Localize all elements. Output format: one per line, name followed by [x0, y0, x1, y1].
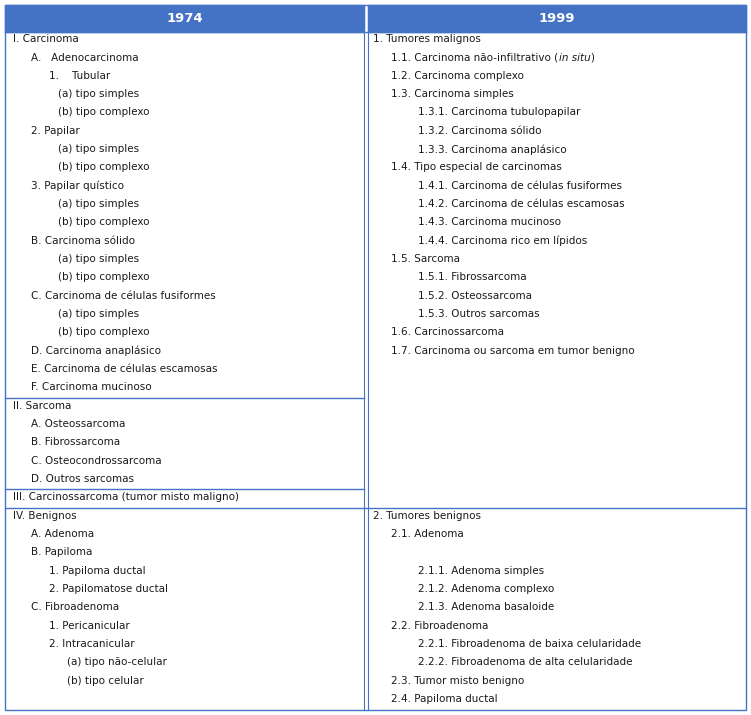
Text: (a) tipo simples: (a) tipo simples [58, 309, 139, 319]
Text: I. Carcinoma: I. Carcinoma [13, 34, 79, 44]
Text: 2.1. Adenoma: 2.1. Adenoma [391, 529, 464, 539]
Text: A.   Adenocarcinoma: A. Adenocarcinoma [31, 52, 139, 62]
Text: E. Carcinoma de células escamosas: E. Carcinoma de células escamosas [31, 364, 218, 374]
Text: IV. Benignos: IV. Benignos [13, 511, 77, 521]
Bar [369, 5, 746, 32]
Text: C. Carcinoma de células fusiformes: C. Carcinoma de células fusiformes [31, 291, 216, 301]
Text: 2. Tumores benignos: 2. Tumores benignos [373, 511, 481, 521]
Text: 1.3.1. Carcinoma tubulopapilar: 1.3.1. Carcinoma tubulopapilar [418, 107, 581, 117]
Text: 2. Papilomatose ductal: 2. Papilomatose ductal [49, 584, 168, 594]
Text: 3. Papilar quístico: 3. Papilar quístico [31, 181, 124, 192]
Text: 1.5.2. Osteossarcoma: 1.5.2. Osteossarcoma [418, 291, 532, 301]
Text: 1.7. Carcinoma ou sarcoma em tumor benigno: 1.7. Carcinoma ou sarcoma em tumor benig… [391, 346, 635, 355]
Text: A. Adenoma: A. Adenoma [31, 529, 94, 539]
Text: in situ: in situ [559, 52, 590, 62]
Text: (b) tipo complexo: (b) tipo complexo [58, 107, 149, 117]
Text: 1. Papiloma ductal: 1. Papiloma ductal [49, 566, 146, 576]
Text: 1.3.2. Carcinoma sólido: 1.3.2. Carcinoma sólido [418, 126, 542, 136]
Text: 1974: 1974 [167, 12, 203, 25]
Text: B. Carcinoma sólido: B. Carcinoma sólido [31, 236, 135, 246]
Text: 1.2. Carcinoma complexo: 1.2. Carcinoma complexo [391, 71, 524, 81]
Text: C. Osteocondrossarcoma: C. Osteocondrossarcoma [31, 455, 161, 465]
Text: 2. Papilar: 2. Papilar [31, 126, 80, 136]
Text: (a) tipo simples: (a) tipo simples [58, 89, 139, 99]
Text: 1.3.3. Carcinoma anaplásico: 1.3.3. Carcinoma anaplásico [418, 144, 567, 154]
Text: 2.1.3. Adenoma basaloide: 2.1.3. Adenoma basaloide [418, 602, 555, 612]
Text: 2.2.1. Fibroadenoma de baixa celularidade: 2.2.1. Fibroadenoma de baixa celularidad… [418, 639, 641, 649]
Text: 1.4.4. Carcinoma rico em lípidos: 1.4.4. Carcinoma rico em lípidos [418, 236, 587, 246]
Text: 1.4.1. Carcinoma de células fusiformes: 1.4.1. Carcinoma de células fusiformes [418, 181, 623, 191]
Text: F. Carcinoma mucinoso: F. Carcinoma mucinoso [31, 383, 152, 393]
Text: 1999: 1999 [539, 12, 575, 25]
Text: 2.1.1. Adenoma simples: 2.1.1. Adenoma simples [418, 566, 544, 576]
Text: (b) tipo complexo: (b) tipo complexo [58, 217, 149, 227]
Text: 1.5.3. Outros sarcomas: 1.5.3. Outros sarcomas [418, 309, 540, 319]
Text: 2.2.2. Fibroadenoma de alta celularidade: 2.2.2. Fibroadenoma de alta celularidade [418, 657, 633, 667]
Text: D. Outros sarcomas: D. Outros sarcomas [31, 474, 134, 484]
Text: B. Fibrossarcoma: B. Fibrossarcoma [31, 438, 120, 448]
Text: B. Papiloma: B. Papiloma [31, 547, 92, 557]
Text: 1.4. Tipo especial de carcinomas: 1.4. Tipo especial de carcinomas [391, 162, 562, 172]
Text: 1.4.3. Carcinoma mucinoso: 1.4.3. Carcinoma mucinoso [418, 217, 562, 227]
Text: II. Sarcoma: II. Sarcoma [13, 400, 71, 410]
Text: 1.3. Carcinoma simples: 1.3. Carcinoma simples [391, 89, 514, 99]
Text: ): ) [590, 52, 594, 62]
Text: C. Fibroadenoma: C. Fibroadenoma [31, 602, 119, 612]
Text: A. Osteossarcoma: A. Osteossarcoma [31, 419, 125, 429]
Text: D. Carcinoma anaplásico: D. Carcinoma anaplásico [31, 346, 161, 356]
Text: (b) tipo complexo: (b) tipo complexo [58, 272, 149, 282]
Text: 1.5.1. Fibrossarcoma: 1.5.1. Fibrossarcoma [418, 272, 527, 282]
Text: 1.4.2. Carcinoma de células escamosas: 1.4.2. Carcinoma de células escamosas [418, 199, 625, 209]
Text: 1. Tumores malignos: 1. Tumores malignos [373, 34, 481, 44]
Text: 1.    Tubular: 1. Tubular [49, 71, 110, 81]
Text: (b) tipo celular: (b) tipo celular [67, 676, 143, 686]
Text: III. Carcinossarcoma (tumor misto maligno): III. Carcinossarcoma (tumor misto malign… [13, 493, 239, 503]
Text: 1.5. Sarcoma: 1.5. Sarcoma [391, 254, 460, 264]
Text: 2. Intracanicular: 2. Intracanicular [49, 639, 134, 649]
Text: (a) tipo simples: (a) tipo simples [58, 144, 139, 154]
Text: 1.6. Carcinossarcoma: 1.6. Carcinossarcoma [391, 327, 505, 337]
Text: 1.1. Carcinoma não-infiltrativo (: 1.1. Carcinoma não-infiltrativo ( [391, 52, 559, 62]
Text: (a) tipo simples: (a) tipo simples [58, 254, 139, 264]
Text: 1. Pericanicular: 1. Pericanicular [49, 621, 130, 631]
Bar [5, 5, 364, 32]
Text: (b) tipo complexo: (b) tipo complexo [58, 162, 149, 172]
Text: 2.2. Fibroadenoma: 2.2. Fibroadenoma [391, 621, 489, 631]
Text: 2.1.2. Adenoma complexo: 2.1.2. Adenoma complexo [418, 584, 555, 594]
Text: (b) tipo complexo: (b) tipo complexo [58, 327, 149, 337]
Text: (a) tipo simples: (a) tipo simples [58, 199, 139, 209]
Text: 2.4. Papiloma ductal: 2.4. Papiloma ductal [391, 694, 498, 704]
Text: 2.3. Tumor misto benigno: 2.3. Tumor misto benigno [391, 676, 525, 686]
Text: (a) tipo não-celular: (a) tipo não-celular [67, 657, 167, 667]
